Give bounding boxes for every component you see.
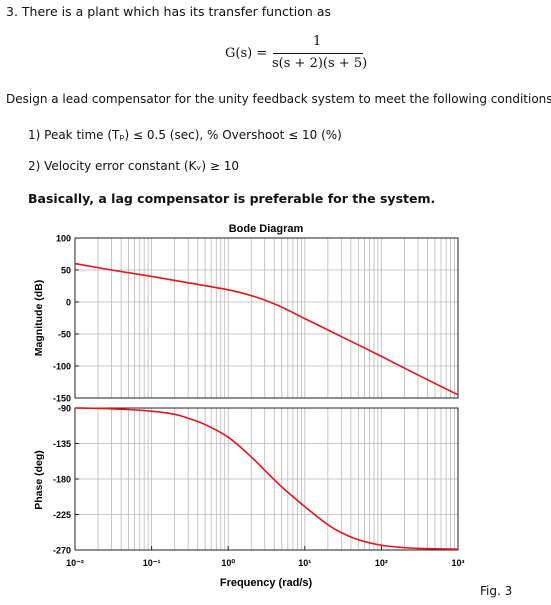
phase-curve: [74, 407, 459, 551]
bode-title: Bode Diagram: [229, 223, 304, 235]
condition-1: 1) Peak time (Tₚ) ≤ 0.5 (sec), % Oversho…: [28, 128, 342, 142]
transfer-function-numerator: 1: [313, 34, 322, 49]
magnitude-tick-label: 100: [56, 234, 71, 244]
frequency-tick-label: 10³: [451, 558, 464, 568]
magnitude-grid: [75, 237, 458, 399]
phase-tick-label: -90: [58, 404, 71, 414]
frequency-tick-label: 10⁻¹: [143, 558, 161, 568]
lag-compensator-note: Basically, a lag compensator is preferab…: [28, 191, 436, 206]
magnitude-curve: [74, 262, 459, 396]
magnitude-tick-label: -100: [53, 362, 71, 372]
magnitude-tick-label: 0: [66, 298, 71, 308]
transfer-function-denominator: s(s + 2)(s + 5): [272, 56, 368, 71]
magnitude-tick-label: -50: [58, 330, 71, 340]
frequency-tick-label: 10⁻²: [66, 558, 84, 568]
design-statement: Design a lead compensator for the unity …: [6, 92, 551, 106]
transfer-function-lhs: G(s) =: [225, 46, 268, 61]
condition-2: 2) Velocity error constant (Kᵥ) ≥ 10: [28, 159, 240, 173]
phase-tick-label: -135: [53, 439, 71, 449]
frequency-axis-label: Frequency (rad/s): [220, 577, 313, 589]
figure-label: Fig. 3: [480, 584, 513, 598]
magnitude-axes-frame: [74, 237, 459, 399]
phase-tick-label: -180: [53, 475, 71, 485]
phase-grid: [75, 407, 458, 551]
phase-axis-label: Phase (deg): [33, 450, 45, 510]
frequency-tick-label: 10⁰: [221, 558, 235, 568]
phase-tick-label: -270: [53, 546, 71, 556]
problem-header: 3. There is a plant which has its transf…: [6, 4, 331, 19]
magnitude-tick-labels: -150 -100 -50 0 50 100: [53, 234, 79, 404]
frequency-tick-label: 10²: [375, 558, 388, 568]
fraction-bar: [273, 53, 363, 54]
magnitude-tick-label: 50: [61, 266, 71, 276]
frequency-tick-labels: 10⁻² 10⁻¹ 10⁰ 10¹ 10² 10³: [66, 546, 465, 568]
frequency-tick-label: 10¹: [298, 558, 311, 568]
magnitude-tick-label: -150: [53, 394, 71, 404]
magnitude-axis-label: Magnitude (dB): [33, 280, 45, 356]
phase-tick-label: -225: [53, 510, 71, 520]
